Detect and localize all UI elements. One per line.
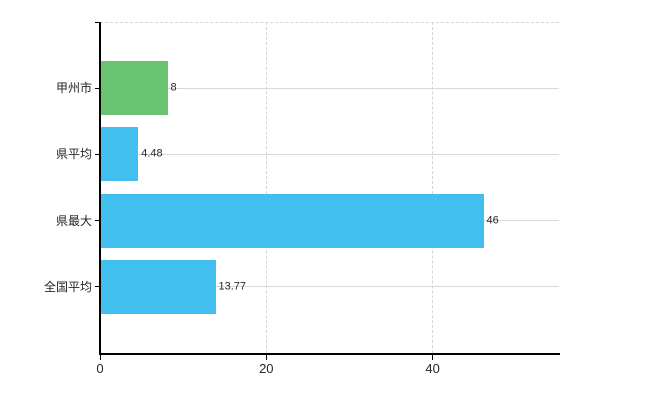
y-axis-tick: [95, 87, 100, 89]
gridline-horizontal: [100, 153, 559, 155]
x-axis-tick-label: 20: [259, 361, 274, 376]
y-axis-line: [99, 22, 101, 355]
gridline-horizontal: [100, 87, 559, 89]
x-axis-tick-label: 40: [425, 361, 440, 376]
category-label: 県平均: [55, 147, 92, 162]
bar-value-label: 4.48: [141, 147, 163, 160]
y-axis-tick: [95, 220, 100, 222]
x-axis-tick: [432, 355, 434, 360]
y-axis-tick: [95, 286, 100, 288]
bar-value-label: 13.77: [218, 280, 247, 293]
category-label: 全国平均: [43, 279, 92, 294]
y-axis-tick: [95, 22, 100, 23]
gridline-horizontal: [100, 286, 559, 288]
chart-bar[interactable]: [101, 61, 168, 116]
bar-value-label: 46: [486, 214, 499, 227]
chart-bar[interactable]: [101, 259, 216, 314]
x-axis-tick: [99, 355, 101, 360]
category-label: 県最大: [55, 213, 92, 228]
x-axis-line: [99, 353, 560, 355]
x-axis-tick-label: 0: [96, 361, 104, 376]
bar-value-label: 8: [170, 81, 177, 94]
y-axis-tick: [95, 153, 100, 155]
chart-bar[interactable]: [101, 193, 484, 248]
gridline-vertical: [432, 22, 434, 353]
x-axis-tick: [265, 355, 267, 360]
chart-bar[interactable]: [101, 127, 139, 182]
category-label: 甲州市: [55, 81, 92, 96]
gridline-vertical: [265, 22, 267, 353]
plot-top-border: [100, 22, 559, 23]
